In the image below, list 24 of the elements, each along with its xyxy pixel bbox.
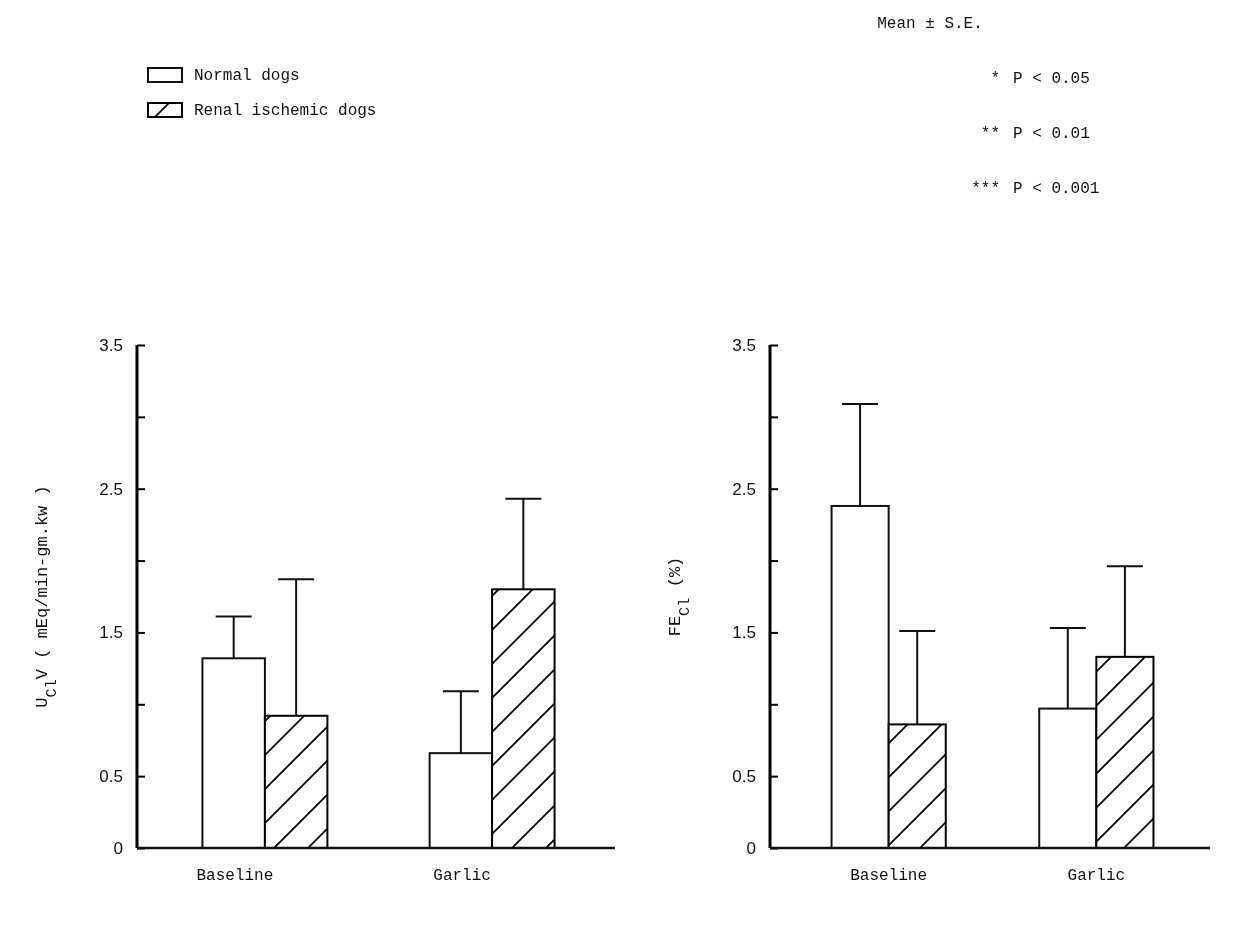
bar [1095, 655, 1155, 849]
x-tick-label: Baseline [196, 867, 274, 885]
bar [263, 714, 329, 849]
y-tick-label: 3.5 [99, 335, 123, 355]
y-tick-label: 2.5 [99, 479, 123, 499]
text: ** P < 0.01 [980, 125, 1090, 143]
text: Mean ± S.E. [877, 15, 983, 33]
y-tick-label: 1.5 [99, 623, 123, 643]
bar [491, 588, 556, 849]
text: * P < 0.05 [990, 70, 1090, 88]
y-tick-label: 3.5 [732, 335, 756, 355]
y-tick-label: 0.5 [99, 767, 123, 787]
y-tick-label: 0.5 [732, 767, 756, 787]
y-tick-label: 2.5 [732, 479, 756, 499]
text: *** P < 0.001 [971, 180, 1100, 198]
legend-label: Renal ischemic dogs [194, 102, 377, 120]
y-tick-label: 0 [113, 838, 123, 858]
x-tick-label: Garlic [1067, 867, 1126, 885]
x-tick-label: Garlic [433, 867, 491, 885]
legend-label: Normal dogs [194, 67, 300, 85]
y-tick-label: 0 [746, 838, 756, 858]
bar [887, 723, 947, 849]
y-tick-label: 1.5 [732, 623, 756, 643]
x-tick-label: Baseline [850, 867, 928, 885]
